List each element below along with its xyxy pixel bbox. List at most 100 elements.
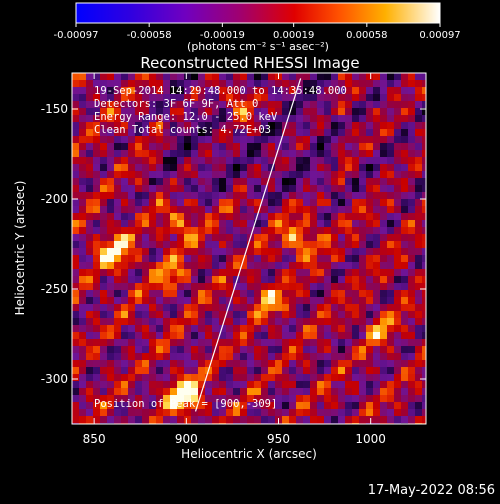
heatmap-cell	[114, 129, 122, 137]
heatmap-cell	[268, 318, 276, 326]
heatmap-cell	[282, 325, 290, 333]
heatmap-cell	[296, 143, 304, 151]
heatmap-cell	[163, 360, 171, 368]
heatmap-cell	[128, 213, 136, 221]
heatmap-cell	[198, 115, 206, 123]
heatmap-cell	[233, 164, 241, 172]
heatmap-cell	[240, 164, 248, 172]
heatmap-cell	[191, 80, 199, 88]
heatmap-cell	[170, 101, 178, 109]
heatmap-cell	[352, 192, 360, 200]
heatmap-cell	[310, 122, 318, 130]
heatmap-cell	[86, 248, 94, 256]
heatmap-cell	[394, 94, 402, 102]
heatmap-cell	[198, 143, 206, 151]
heatmap-cell	[324, 227, 332, 235]
heatmap-cell	[156, 241, 164, 249]
heatmap-cell	[72, 283, 80, 291]
heatmap-cell	[198, 304, 206, 312]
heatmap-cell	[268, 276, 276, 284]
heatmap-cell	[394, 409, 402, 417]
heatmap-cell	[331, 353, 339, 361]
heatmap-cell	[79, 353, 87, 361]
heatmap-cell	[268, 80, 276, 88]
heatmap-cell	[184, 171, 192, 179]
heatmap-cell	[303, 108, 311, 116]
heatmap-cell	[107, 402, 115, 410]
heatmap-cell	[359, 402, 367, 410]
heatmap-cell	[422, 171, 426, 179]
heatmap-cell	[268, 241, 276, 249]
heatmap-cell	[317, 122, 325, 130]
heatmap-cell	[86, 388, 94, 396]
heatmap-cell	[408, 241, 416, 249]
heatmap-cell	[387, 395, 395, 403]
heatmap-cell	[289, 311, 297, 319]
heatmap-cell	[282, 374, 290, 382]
heatmap-cell	[107, 171, 115, 179]
heatmap-cell	[142, 185, 150, 193]
heatmap-cell	[233, 339, 241, 347]
heatmap-cell	[79, 164, 87, 172]
heatmap-cell	[149, 213, 157, 221]
heatmap-cell	[233, 374, 241, 382]
heatmap-cell	[135, 248, 143, 256]
heatmap-cell	[86, 80, 94, 88]
heatmap-cell	[79, 304, 87, 312]
heatmap-cell	[247, 192, 255, 200]
heatmap-cell	[415, 374, 423, 382]
heatmap-cell	[163, 304, 171, 312]
heatmap-cell	[303, 311, 311, 319]
heatmap-cell	[254, 87, 262, 95]
heatmap-cell	[177, 248, 185, 256]
heatmap-cell	[275, 164, 283, 172]
heatmap-cell	[226, 234, 234, 242]
heatmap-cell	[275, 332, 283, 340]
heatmap-cell	[359, 213, 367, 221]
heatmap-cell	[198, 290, 206, 298]
heatmap-cell	[296, 353, 304, 361]
heatmap-cell	[275, 192, 283, 200]
heatmap-cell	[268, 185, 276, 193]
heatmap-cell	[93, 136, 101, 144]
heatmap-cell	[261, 171, 269, 179]
heatmap-cell	[352, 290, 360, 298]
heatmap-cell	[72, 199, 80, 207]
heatmap-cell	[149, 122, 157, 130]
heatmap-cell	[247, 136, 255, 144]
heatmap-cell	[72, 416, 80, 424]
heatmap-cell	[338, 108, 346, 116]
heatmap-cell	[128, 80, 136, 88]
heatmap-cell	[331, 87, 339, 95]
heatmap-cell	[247, 395, 255, 403]
heatmap-cell	[296, 87, 304, 95]
heatmap-cell	[408, 262, 416, 270]
heatmap-cell	[107, 115, 115, 123]
heatmap-cell	[156, 248, 164, 256]
heatmap-cell	[212, 276, 220, 284]
heatmap-cell	[233, 234, 241, 242]
heatmap-cell	[121, 367, 129, 375]
heatmap-cell	[366, 115, 374, 123]
heatmap-cell	[317, 185, 325, 193]
heatmap-cell	[352, 206, 360, 214]
heatmap-cell	[324, 409, 332, 417]
heatmap-cell	[289, 381, 297, 389]
heatmap-cell	[289, 409, 297, 417]
heatmap-cell	[121, 164, 129, 172]
heatmap-cell	[310, 87, 318, 95]
heatmap-cell	[366, 374, 374, 382]
heatmap-cell	[233, 402, 241, 410]
heatmap-cell	[366, 248, 374, 256]
heatmap-cell	[184, 101, 192, 109]
heatmap-cell	[380, 311, 388, 319]
heatmap-cell	[338, 213, 346, 221]
heatmap-cell	[352, 94, 360, 102]
heatmap-cell	[72, 150, 80, 158]
heatmap-cell	[359, 220, 367, 228]
heatmap-cell	[191, 374, 199, 382]
heatmap-cell	[324, 143, 332, 151]
heatmap-cell	[205, 346, 213, 354]
heatmap-cell	[100, 402, 108, 410]
